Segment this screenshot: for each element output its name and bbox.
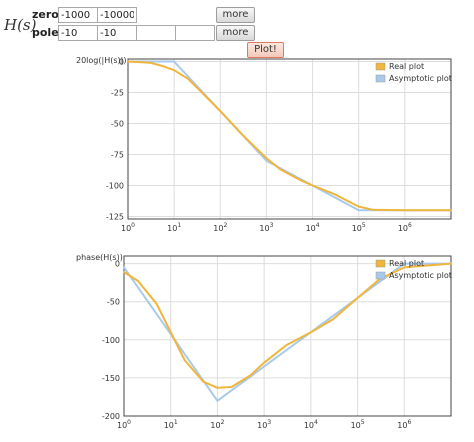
legend-asymptotic-label: Asymptotic plot bbox=[389, 74, 452, 83]
zeros-label: zeros bbox=[32, 8, 66, 21]
plot-button[interactable]: Plot! bbox=[247, 42, 284, 58]
x-tick-label: 106 bbox=[398, 222, 412, 233]
y-tick-label: 0 bbox=[115, 260, 120, 269]
zero-input-2[interactable] bbox=[97, 7, 137, 23]
y-axis-label: phase(H(s)) bbox=[76, 253, 123, 262]
x-tick-label: 105 bbox=[352, 222, 366, 233]
y-tick-label: -100 bbox=[102, 336, 120, 345]
poles-more-button[interactable]: more bbox=[216, 25, 255, 41]
x-tick-label: 106 bbox=[397, 419, 411, 430]
x-tick-label: 102 bbox=[210, 419, 224, 430]
x-tick-label: 101 bbox=[167, 222, 181, 233]
asymptotic-plot-line bbox=[127, 60, 452, 212]
legend-asymptotic-swatch bbox=[375, 271, 386, 280]
x-tick-label: 102 bbox=[213, 222, 227, 233]
plot-frame bbox=[127, 58, 452, 220]
chart-magnitude: 100 101 102 103 104 105 106 0 -25 -50 -75 -100 -125 2… bbox=[76, 56, 452, 233]
legend-real-label: Real plot bbox=[389, 62, 424, 71]
x-tick-label: 100 bbox=[121, 222, 135, 233]
y-tick-label: -50 bbox=[107, 298, 120, 307]
poles-label: poles bbox=[32, 26, 66, 39]
x-tick-label: 100 bbox=[117, 419, 131, 430]
x-tick-label: 104 bbox=[304, 419, 318, 430]
x-tick-label: 105 bbox=[351, 419, 365, 430]
real-plot-line bbox=[127, 60, 452, 212]
y-tick-label: 0 bbox=[119, 57, 124, 66]
legend-asymptotic-label: Asymptotic plot bbox=[389, 271, 452, 280]
pole-input-4[interactable] bbox=[175, 25, 215, 41]
y-tick-label: -125 bbox=[106, 213, 124, 222]
legend-real-swatch bbox=[375, 259, 386, 268]
y-tick-label: -25 bbox=[111, 88, 124, 97]
x-tick-label: 103 bbox=[259, 222, 273, 233]
y-axis-label: 20log(|H(s)|) bbox=[76, 56, 126, 65]
legend-asymptotic-swatch bbox=[375, 74, 386, 83]
legend-real-label: Real plot bbox=[389, 259, 424, 268]
legend-real-swatch bbox=[375, 62, 386, 71]
x-tick-label: 104 bbox=[306, 222, 320, 233]
zero-input-1[interactable] bbox=[58, 7, 98, 23]
x-tick-label: 103 bbox=[257, 419, 271, 430]
y-tick-label: -100 bbox=[106, 182, 124, 191]
y-tick-label: -75 bbox=[111, 151, 124, 160]
plot-frame bbox=[123, 255, 452, 417]
pole-input-3[interactable] bbox=[136, 25, 176, 41]
y-tick-label: -150 bbox=[102, 374, 120, 383]
chart-phase: 100 101 102 103 104 105 106 0 -50 -100 -150 -200 pha… bbox=[76, 253, 452, 430]
transfer-function-label: H(s) bbox=[4, 16, 37, 34]
zeros-more-button[interactable]: more bbox=[216, 7, 255, 23]
y-tick-label: -200 bbox=[102, 412, 120, 421]
x-tick-label: 101 bbox=[164, 419, 178, 430]
y-tick-label: -50 bbox=[111, 119, 124, 128]
asymptotic-plot-line bbox=[123, 262, 452, 402]
real-plot-line bbox=[123, 262, 452, 389]
